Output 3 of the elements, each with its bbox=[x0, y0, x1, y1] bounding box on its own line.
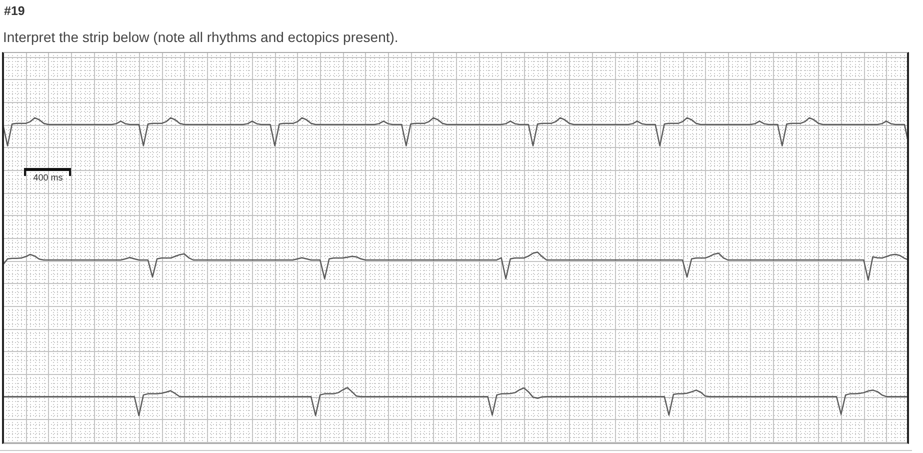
chart-title: #19 bbox=[4, 4, 25, 19]
chart-subtitle: Interpret the strip below (note all rhythms and ectopics present). bbox=[3, 29, 398, 45]
text: 400 ms bbox=[33, 172, 64, 182]
